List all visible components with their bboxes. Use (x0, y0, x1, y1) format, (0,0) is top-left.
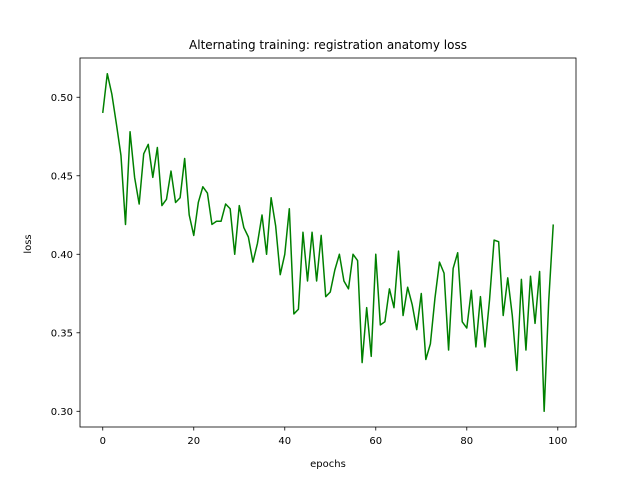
x-tick-label: 20 (187, 436, 200, 447)
x-tick-label: 60 (369, 436, 382, 447)
y-tick-label: 0.35 (51, 328, 73, 339)
y-tick-label: 0.45 (51, 171, 73, 182)
series-line-0 (102, 72, 554, 413)
y-axis-label: loss (23, 234, 34, 253)
y-tick-label: 0.50 (51, 93, 73, 104)
x-tick-label: 40 (278, 436, 291, 447)
x-axis-label: epochs (310, 459, 346, 470)
y-tick-label: 0.30 (51, 407, 73, 418)
chart-title: Alternating training: registration anato… (189, 38, 467, 52)
plot-area: 0 20 40 60 80 100 0.30 0.35 0.40 0.45 0.50 (51, 57, 577, 447)
x-tick-label: 80 (460, 436, 473, 447)
axes-frame (79, 57, 577, 428)
x-tick-label: 100 (548, 436, 567, 447)
x-tick-label: 0 (100, 436, 106, 447)
y-tick-label: 0.40 (51, 250, 73, 261)
